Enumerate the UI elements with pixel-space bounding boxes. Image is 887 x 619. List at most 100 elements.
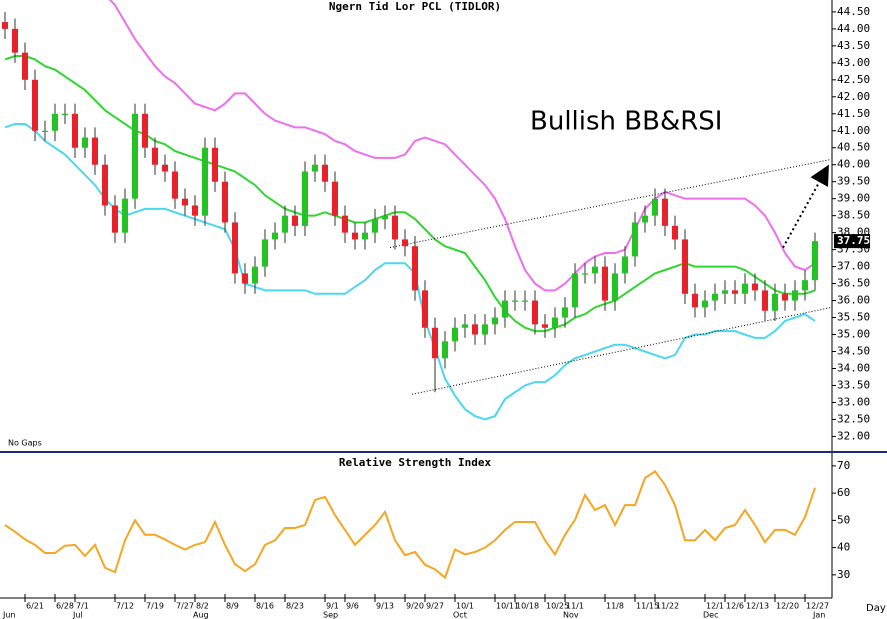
- y-tick-label: 36.50: [837, 277, 870, 290]
- y-tick-label: 44.00: [837, 22, 870, 35]
- candle-body: [802, 280, 808, 291]
- candle-body: [122, 198, 128, 233]
- candle-body: [52, 113, 58, 131]
- x-tick-label: 8/9: [226, 602, 239, 611]
- candle-body: [82, 137, 88, 148]
- y-tick-label: 34.50: [837, 345, 870, 358]
- candle-body: [272, 232, 278, 240]
- x-tick-label: 12/27: [806, 602, 829, 611]
- x-tick-label: 10/25: [546, 602, 569, 611]
- bollinger-band: [4, 55, 816, 333]
- chart-title: Ngern Tid Lor PCL (TIDLOR): [329, 0, 501, 13]
- y-tick-label: 38.50: [837, 209, 870, 222]
- x-tick-label: 11/22: [656, 602, 679, 611]
- candle-body: [192, 205, 198, 216]
- candle-body: [602, 266, 608, 301]
- x-tick-label: 9/1: [326, 602, 339, 611]
- y-tick-label: 36.00: [837, 294, 870, 307]
- candle-body: [112, 205, 118, 233]
- y-tick-label: 34.00: [837, 361, 870, 374]
- x-tick-label: 7/27: [176, 602, 194, 611]
- arrow: [782, 164, 829, 249]
- last-price-box: [834, 234, 870, 249]
- y-tick-label: 43.00: [837, 56, 870, 69]
- candle-body: [732, 290, 738, 294]
- x-tick-label: 12/1: [706, 602, 724, 611]
- bollinger-band: [4, 122, 816, 421]
- y-tick-label: 42.50: [837, 73, 870, 86]
- x-tick-label: 6/21: [26, 602, 44, 611]
- y-tick-label: 60: [837, 486, 850, 499]
- candle-body: [282, 215, 288, 233]
- candle-body: [102, 164, 108, 206]
- x-tick-label: 7/12: [116, 602, 134, 611]
- candle-body: [202, 147, 208, 216]
- x-tick-label: 6/28: [56, 602, 74, 611]
- candle-body: [172, 171, 178, 199]
- candle-body: [72, 113, 78, 148]
- candle-body: [542, 324, 548, 328]
- candle-body: [432, 327, 438, 359]
- candle-body: [562, 307, 568, 318]
- y-tick-label: 50: [837, 513, 850, 526]
- candle-body: [472, 324, 478, 335]
- x-tick-label: 9/20: [406, 602, 424, 611]
- candle-body: [652, 198, 658, 216]
- candle-body: [642, 215, 648, 223]
- candle-body: [402, 239, 408, 247]
- y-tick-label: 33.00: [837, 395, 870, 408]
- candle-body: [672, 225, 678, 240]
- y-tick-label: 37.00: [837, 260, 870, 273]
- candle-body: [722, 290, 728, 294]
- candle-body: [322, 164, 328, 182]
- month-label: Nov: [563, 611, 579, 619]
- candle-body: [552, 317, 558, 328]
- candle-body: [572, 273, 578, 308]
- candle-body: [342, 215, 348, 233]
- candle-body: [2, 22, 8, 29]
- y-tick-label: 40.50: [837, 141, 870, 154]
- y-tick-label: 44.50: [837, 5, 870, 18]
- month-label: Sep: [323, 611, 338, 619]
- x-tick-label: 11/1: [566, 602, 584, 611]
- x-tick-label: 8/23: [286, 602, 304, 611]
- x-tick-label: 7/19: [146, 602, 164, 611]
- month-label: Aug: [193, 611, 209, 619]
- candle-body: [762, 290, 768, 311]
- candle-body: [62, 113, 68, 115]
- candle-body: [142, 113, 148, 148]
- y-tick-label: 39.50: [837, 175, 870, 188]
- y-tick-label: 39.00: [837, 192, 870, 205]
- candle-body: [22, 52, 28, 80]
- x-tick-label: 9/6: [346, 602, 359, 611]
- candle-body: [752, 283, 758, 291]
- x-tick-label: 11/8: [606, 602, 624, 611]
- rsi-title: Relative Strength Index: [339, 456, 492, 469]
- candle-body: [582, 273, 588, 275]
- candle-body: [522, 300, 528, 302]
- candle-body: [222, 181, 228, 223]
- candle-body: [362, 232, 368, 240]
- x-tick-label: 9/27: [426, 602, 444, 611]
- candle-body: [812, 241, 818, 281]
- candle-body: [372, 219, 378, 233]
- note: No Gaps: [8, 439, 42, 448]
- x-tick-label: 7/1: [76, 602, 89, 611]
- bollinger-band: [108, 0, 816, 292]
- candle-body: [682, 239, 688, 294]
- candle-body: [182, 198, 188, 206]
- price-plot: [2, 0, 831, 421]
- candle-body: [612, 273, 618, 301]
- x-tick-label: 12/6: [726, 602, 744, 611]
- x-tick-label: 8/2: [196, 602, 209, 611]
- candle-body: [702, 300, 708, 308]
- candle-body: [352, 232, 358, 240]
- month-label: Oct: [453, 611, 467, 619]
- candle-body: [312, 164, 318, 172]
- y-tick-label: 41.50: [837, 107, 870, 120]
- x-axis-label: Day: [866, 603, 886, 614]
- candle-body: [662, 198, 668, 226]
- candle-body: [302, 171, 308, 226]
